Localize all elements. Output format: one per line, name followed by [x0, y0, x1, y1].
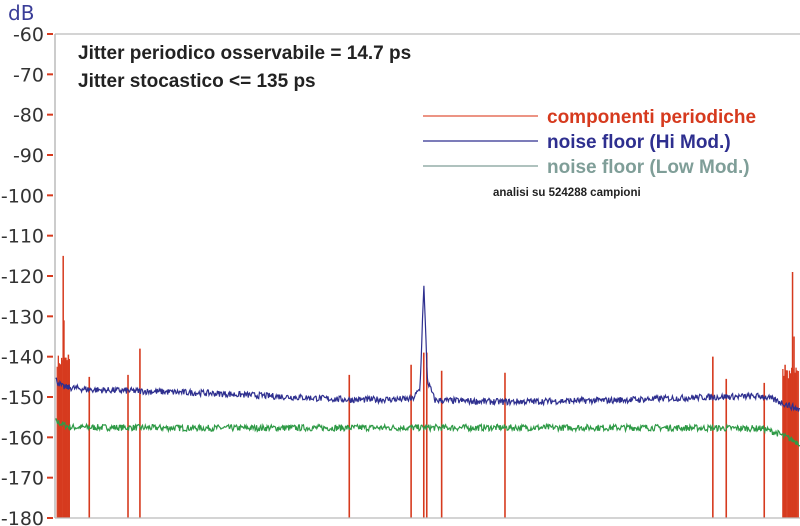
legend-label-hi-mod: noise floor (Hi Mod.)	[547, 132, 731, 153]
y-tick-label: -170	[1, 468, 44, 490]
annotation-stochastic-jitter: Jitter stocastico <= 135 ps	[78, 71, 316, 92]
y-tick-label: -160	[1, 427, 44, 449]
y-tick-label: -70	[13, 64, 44, 86]
y-tick-label: -180	[1, 508, 44, 526]
y-tick-label: -90	[13, 145, 44, 167]
y-tick-label: -140	[1, 347, 44, 369]
y-tick-label: -120	[1, 266, 44, 288]
legend-label-periodic: componenti periodiche	[547, 107, 756, 128]
annotation-periodic-jitter: Jitter periodico osservabile = 14.7 ps	[78, 43, 411, 64]
y-tick-label: -100	[1, 185, 44, 207]
y-tick-label: -80	[13, 105, 44, 127]
y-tick-label: -130	[1, 306, 44, 328]
noise-floor-low-mod-line	[54, 417, 800, 447]
y-tick-label: -110	[1, 226, 44, 248]
noise-floor-hi-mod-line	[54, 285, 800, 412]
legend-label-low-mod: noise floor (Low Mod.)	[547, 157, 750, 178]
y-tick-label: -150	[1, 387, 44, 409]
legend: componenti periodiche noise floor (Hi Mo…	[423, 107, 756, 178]
annotation-samples: analisi su 524288 campioni	[493, 187, 641, 199]
y-axis-label: dB	[8, 1, 34, 25]
y-tick-label: -60	[13, 24, 44, 46]
